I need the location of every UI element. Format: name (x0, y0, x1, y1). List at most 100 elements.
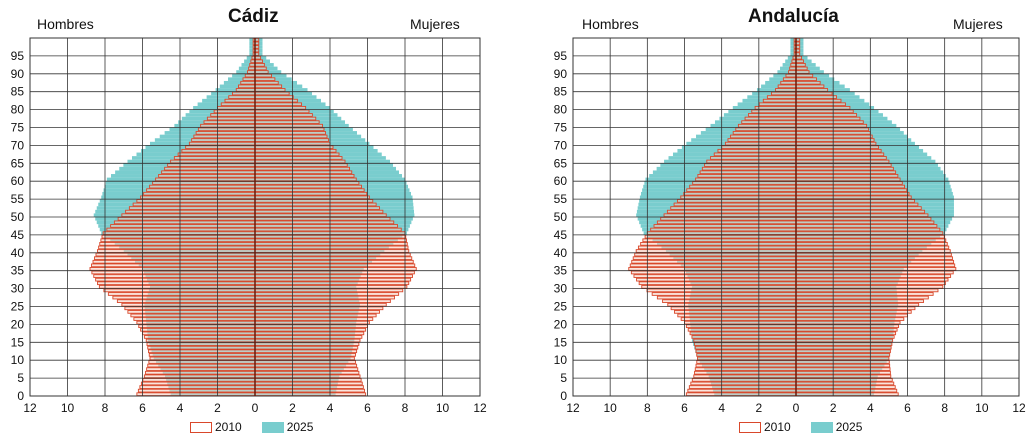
bar-2010-men (631, 259, 797, 264)
bar-2010-men (695, 177, 797, 182)
bar-2010-men (148, 352, 256, 357)
bar-2010-women (254, 152, 340, 157)
bar-2010-men (95, 252, 256, 257)
bar-2010-women (795, 202, 919, 207)
bar-2010-women (795, 159, 890, 164)
bar-2010-men (687, 388, 797, 393)
bar-2010-men (249, 63, 256, 67)
bar-2010-women (254, 173, 355, 178)
bar-2010-women (254, 349, 358, 354)
bar-2025-women (796, 70, 824, 74)
legend-item-2010: 2010 (739, 420, 791, 434)
bar-2010-women (254, 360, 356, 364)
bar-2010-men (687, 327, 797, 332)
bar-2010-women (795, 378, 893, 382)
x-tick-label: 2 (755, 401, 762, 415)
bar-2010-men (106, 227, 256, 232)
bar-2010-women (254, 166, 350, 171)
bar-2010-women (795, 195, 912, 200)
bar-2010-men (692, 181, 797, 185)
right-label-mujeres: Mujeres (410, 16, 460, 32)
bar-2010-women (254, 206, 380, 210)
x-tick-label: 4 (867, 401, 874, 415)
bar-2010-women (795, 123, 868, 128)
bar-2010-men (121, 302, 256, 307)
y-tick-label: 50 (11, 210, 25, 224)
bar-2010-women (254, 252, 411, 257)
bar-2010-women (795, 310, 912, 314)
bar-2010-women (254, 227, 402, 232)
bar-2010-women (795, 335, 895, 339)
bar-2025-men (249, 52, 255, 56)
bar-2025-men (223, 80, 255, 85)
chart-andalucia: Hombres Andalucía Mujeres 0 5 10 15 20 25 30 35… (545, 0, 1031, 438)
bar-2010-women (254, 202, 377, 207)
bar-2010-men (132, 202, 256, 207)
bar-2010-men (136, 392, 256, 397)
y-tick-label: 50 (554, 210, 568, 224)
bar-2025-men (773, 73, 796, 78)
bar-2010-women (795, 267, 957, 271)
y-tick-label: 35 (11, 264, 25, 278)
y-tick-label: 80 (11, 103, 25, 117)
bar-2010-women (795, 145, 879, 150)
bar-2010-women (254, 306, 384, 311)
bar-2010-men (177, 152, 256, 157)
bar-2025-men (244, 59, 255, 64)
x-tick-label: 8 (102, 401, 109, 415)
left-label-hombres: Hombres (37, 16, 94, 32)
bar-2010-men (248, 66, 256, 71)
bar-2010-men (167, 163, 256, 167)
bar-2010-women (254, 224, 398, 228)
bar-2010-women (795, 231, 944, 235)
bar-2010-women (795, 385, 896, 389)
bar-2010-women (254, 299, 391, 303)
y-tick-label: 90 (554, 67, 568, 81)
bar-2010-men (164, 166, 256, 171)
left-label-hombres: Hombres (582, 16, 639, 32)
legend-label-2010: 2010 (215, 420, 242, 434)
bar-2010-men (644, 234, 797, 239)
bar-2010-women (795, 288, 939, 293)
bar-2010-men (92, 259, 256, 264)
bar-2010-men (191, 138, 256, 142)
bar-2010-men (695, 363, 797, 368)
bar-2010-women (254, 134, 328, 139)
bar-2010-women (254, 242, 408, 246)
bar-2010-women (254, 59, 263, 64)
bar-2010-women (254, 381, 363, 386)
bar-2010-women (795, 249, 951, 253)
chart-cadiz: Hombres Cádiz Mujeres 0 5 10 15 20 25 30 35 40 45… (0, 0, 510, 438)
bar-2010-women (254, 388, 365, 393)
bar-2010-men (240, 80, 256, 85)
bar-2025-men (249, 41, 255, 46)
bar-2010-men (158, 173, 256, 178)
bar-2010-men (94, 256, 256, 261)
bar-2010-men (653, 224, 797, 228)
bar-2010-women (795, 105, 851, 110)
x-tick-label: 2 (830, 401, 837, 415)
bar-2010-men (206, 116, 256, 121)
y-tick-label: 75 (554, 121, 568, 135)
y-tick-label: 45 (554, 228, 568, 242)
bar-2010-women (254, 378, 362, 382)
bar-2025-men (238, 66, 255, 71)
bar-2010-women (254, 123, 323, 128)
bar-2010-men (680, 317, 797, 321)
y-tick-label: 0 (17, 389, 24, 403)
bar-2010-men (143, 191, 256, 196)
bar-2010-women (254, 102, 302, 107)
bar-2010-women (254, 113, 313, 117)
bar-2010-men (142, 331, 256, 336)
bar-2010-men (136, 199, 256, 203)
bar-2010-women (795, 363, 891, 368)
bar-2010-women (254, 55, 262, 60)
bar-2010-men (691, 335, 797, 339)
bar-2010-men (701, 166, 797, 171)
x-tick-label: 6 (139, 401, 146, 415)
bar-2010-men (694, 342, 797, 346)
bar-2010-men (629, 263, 797, 268)
x-tick-label: 8 (941, 401, 948, 415)
bar-2010-men (125, 209, 256, 214)
bar-2010-men (735, 127, 797, 132)
